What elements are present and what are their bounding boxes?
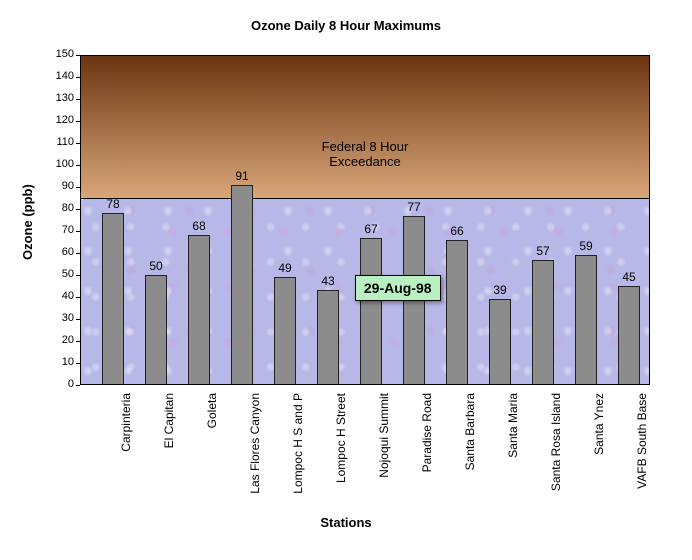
x-tick-label: Las Flores Canyon [248, 393, 262, 513]
x-tick-label: Lompoc H Street [334, 393, 348, 513]
y-tick-label: 50 [50, 268, 74, 280]
y-tick-label: 120 [50, 114, 74, 126]
bar [317, 290, 339, 385]
y-tick-mark [76, 55, 80, 56]
date-badge: 29-Aug-98 [355, 275, 441, 301]
exceedance-label: Federal 8 Hour Exceedance [80, 139, 650, 169]
y-tick-mark [76, 121, 80, 122]
bar [618, 286, 640, 385]
y-tick-label: 100 [50, 158, 74, 170]
y-tick-label: 60 [50, 246, 74, 258]
bar [102, 213, 124, 385]
y-tick-label: 20 [50, 334, 74, 346]
y-tick-mark [76, 363, 80, 364]
y-tick-label: 90 [50, 180, 74, 192]
bar-value-label: 49 [269, 261, 301, 275]
y-tick-mark [76, 275, 80, 276]
bar-value-label: 66 [441, 224, 473, 238]
bar [532, 260, 554, 385]
x-tick-label: Paradise Road [420, 393, 434, 513]
bar-value-label: 68 [183, 219, 215, 233]
bar-value-label: 45 [613, 270, 645, 284]
x-tick-label: Goleta [205, 393, 219, 513]
y-tick-mark [76, 297, 80, 298]
y-tick-label: 140 [50, 70, 74, 82]
y-tick-label: 10 [50, 356, 74, 368]
bar-value-label: 57 [527, 244, 559, 258]
y-tick-mark [76, 231, 80, 232]
bar [145, 275, 167, 385]
y-tick-label: 150 [50, 48, 74, 60]
bar-value-label: 67 [355, 222, 387, 236]
y-tick-mark [76, 253, 80, 254]
exceedance-label-line2: Exceedance [80, 154, 650, 169]
x-tick-label: Santa Barbara [463, 393, 477, 513]
bar [575, 255, 597, 385]
y-tick-label: 30 [50, 312, 74, 324]
bar-value-label: 91 [226, 169, 258, 183]
y-tick-label: 80 [50, 202, 74, 214]
bar-value-label: 39 [484, 283, 516, 297]
bar [446, 240, 468, 385]
y-tick-mark [76, 99, 80, 100]
y-tick-mark [76, 341, 80, 342]
chart-title: Ozone Daily 8 Hour Maximums [0, 18, 692, 33]
bar-value-label: 78 [97, 197, 129, 211]
x-tick-label: Santa Ynez [592, 393, 606, 513]
y-tick-label: 70 [50, 224, 74, 236]
x-tick-label: VAFB South Base [635, 393, 649, 513]
bar-value-label: 59 [570, 239, 602, 253]
bar-value-label: 50 [140, 259, 172, 273]
bar [188, 235, 210, 385]
bar [274, 277, 296, 385]
x-tick-label: Carpinteria [119, 393, 133, 513]
bar [360, 238, 382, 385]
y-axis-label: Ozone (ppb) [20, 184, 35, 260]
bar-value-label: 43 [312, 274, 344, 288]
y-tick-label: 40 [50, 290, 74, 302]
x-axis-label: Stations [0, 515, 692, 530]
exceedance-label-line1: Federal 8 Hour [80, 139, 650, 154]
y-tick-label: 0 [50, 378, 74, 390]
y-tick-mark [76, 143, 80, 144]
y-tick-mark [76, 165, 80, 166]
plot-area: Federal 8 Hour Exceedance [80, 55, 650, 385]
x-tick-label: Santa Maria [506, 393, 520, 513]
y-tick-mark [76, 187, 80, 188]
x-tick-label: Nojoqui Summit [377, 393, 391, 513]
bar-value-label: 77 [398, 200, 430, 214]
x-tick-label: Lompoc H S and P [291, 393, 305, 513]
y-tick-label: 130 [50, 92, 74, 104]
x-tick-label: Santa Rosa Island [549, 393, 563, 513]
x-tick-label: El Capitan [162, 393, 176, 513]
exceedance-zone [80, 55, 650, 198]
y-tick-mark [76, 385, 80, 386]
bar [489, 299, 511, 385]
y-tick-mark [76, 77, 80, 78]
y-tick-mark [76, 209, 80, 210]
y-tick-label: 110 [50, 136, 74, 148]
y-tick-mark [76, 319, 80, 320]
bar [231, 185, 253, 385]
chart-container: Ozone Daily 8 Hour Maximums Ozone (ppb) … [0, 0, 692, 560]
